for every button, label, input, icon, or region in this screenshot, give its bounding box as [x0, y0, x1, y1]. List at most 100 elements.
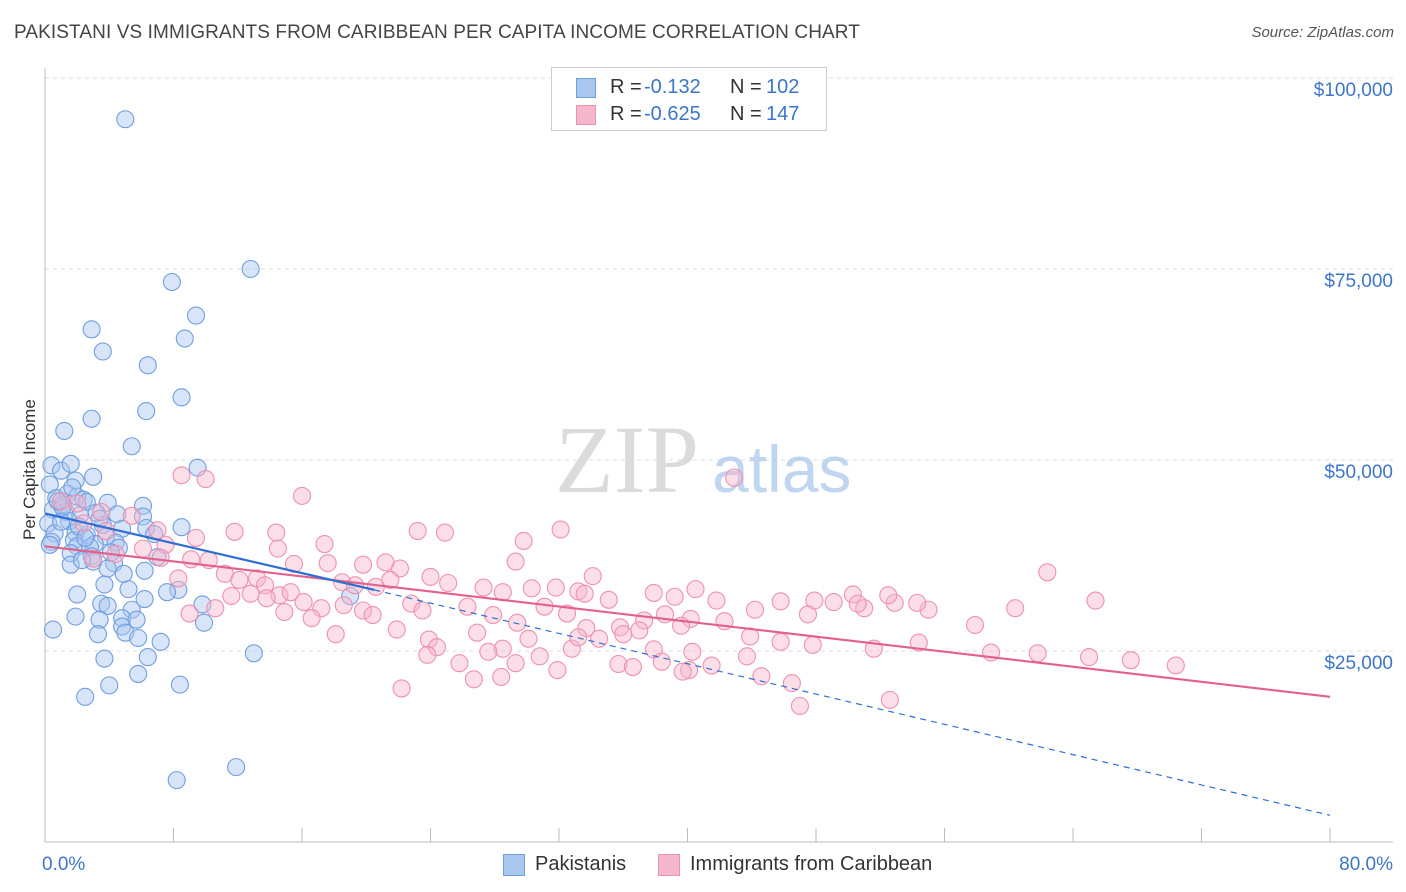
y-tick-label: $50,000: [1324, 462, 1393, 483]
point-caribbean: [519, 629, 538, 648]
point-caribbean: [450, 654, 469, 673]
point-pakistanis: [84, 467, 103, 486]
point-caribbean: [267, 523, 286, 542]
point-caribbean: [1080, 648, 1099, 667]
legend-swatch-pink: [658, 854, 680, 876]
point-pakistanis: [227, 758, 246, 777]
point-caribbean: [737, 647, 756, 666]
point-caribbean: [230, 570, 249, 589]
point-caribbean: [302, 609, 321, 628]
point-caribbean: [1006, 599, 1025, 618]
y-axis-label: Per Capita Income: [20, 399, 39, 540]
point-caribbean: [479, 642, 498, 661]
legend-swatch-blue: [576, 78, 596, 98]
point-caribbean: [508, 613, 527, 632]
point-pakistanis: [61, 454, 80, 473]
legend-row-caribbean: R = -0.625 N = 147: [552, 101, 826, 129]
point-caribbean: [172, 466, 191, 485]
trend-line-pakistanis-extension: [374, 589, 1331, 816]
series-pakistanis: [39, 110, 360, 790]
point-pakistanis: [194, 613, 214, 632]
point-caribbean: [752, 667, 771, 686]
legend-r-value: -0.625: [644, 103, 701, 125]
point-caribbean: [392, 679, 411, 698]
tick-labels: $25,000 $50,000 $75,000 $100,000 0.0% 80.0%: [42, 80, 1393, 875]
point-pakistanis: [135, 561, 154, 580]
point-caribbean: [919, 600, 938, 619]
point-caribbean: [506, 552, 525, 571]
point-caribbean: [562, 639, 581, 658]
point-pakistanis: [66, 607, 85, 626]
point-caribbean: [1028, 644, 1047, 663]
trend-line-pakistanis: [44, 512, 375, 591]
point-caribbean: [182, 550, 201, 569]
point-caribbean: [92, 502, 111, 522]
point-pakistanis: [76, 528, 95, 547]
legend-label-caribbean: Immigrants from Caribbean: [690, 853, 933, 875]
point-pakistanis: [119, 580, 138, 599]
point-pakistanis: [100, 676, 119, 695]
point-caribbean: [583, 567, 602, 586]
point-caribbean: [725, 468, 744, 487]
point-pakistanis: [138, 648, 157, 667]
point-pakistanis: [244, 644, 263, 663]
legend-n-value: 102: [766, 76, 800, 98]
point-caribbean: [418, 645, 437, 664]
point-pakistanis: [58, 484, 77, 503]
point-caribbean: [133, 539, 153, 558]
point-caribbean: [665, 587, 684, 606]
point-caribbean: [353, 601, 373, 620]
correlation-legend: R = -0.132 N = 102 R = -0.625 N = 147: [551, 67, 827, 131]
point-caribbean: [206, 599, 225, 618]
point-caribbean: [522, 579, 541, 598]
point-caribbean: [268, 539, 287, 558]
y-tick-label: $25,000: [1324, 653, 1393, 674]
point-pakistanis: [175, 329, 194, 348]
point-caribbean: [312, 599, 331, 618]
x-tick-label-min: 0.0%: [42, 854, 85, 875]
point-caribbean: [686, 580, 705, 599]
watermark-zip: ZIP: [555, 406, 699, 513]
point-caribbean: [506, 654, 525, 673]
point-caribbean: [548, 661, 567, 680]
point-caribbean: [843, 585, 862, 604]
point-pakistanis: [63, 478, 82, 497]
point-caribbean: [803, 635, 822, 654]
point-caribbean: [599, 590, 618, 609]
point-caribbean: [1166, 656, 1185, 675]
legend-label-pakistanis: Pakistanis: [535, 853, 627, 875]
watermark: ZIP atlas: [555, 406, 851, 513]
point-caribbean: [535, 597, 554, 616]
point-caribbean: [680, 661, 699, 680]
point-pakistanis: [186, 306, 206, 325]
point-caribbean: [909, 633, 928, 652]
point-caribbean: [1121, 651, 1140, 670]
point-caribbean: [151, 548, 170, 567]
point-caribbean: [879, 586, 898, 605]
point-pakistanis: [61, 555, 80, 574]
point-caribbean: [402, 594, 421, 613]
point-caribbean: [557, 604, 577, 623]
point-caribbean: [782, 674, 801, 693]
point-caribbean: [644, 583, 663, 602]
point-pakistanis: [53, 498, 72, 517]
point-caribbean: [474, 578, 493, 597]
point-caribbean: [575, 584, 594, 603]
legend-r-label: R =: [610, 103, 642, 125]
point-caribbean: [225, 522, 244, 541]
point-caribbean: [493, 639, 512, 658]
point-caribbean: [435, 523, 455, 542]
point-pakistanis: [341, 586, 360, 606]
point-caribbean: [68, 494, 87, 513]
point-caribbean: [196, 470, 215, 489]
point-caribbean: [180, 604, 199, 623]
legend-swatch-blue: [503, 854, 525, 876]
axes: [44, 68, 1393, 843]
point-pakistanis: [151, 632, 170, 651]
point-pakistanis: [172, 518, 191, 537]
point-pakistanis: [158, 583, 177, 602]
point-caribbean: [673, 662, 692, 681]
point-caribbean: [492, 667, 511, 687]
point-caribbean: [186, 528, 206, 547]
point-caribbean: [590, 629, 609, 648]
